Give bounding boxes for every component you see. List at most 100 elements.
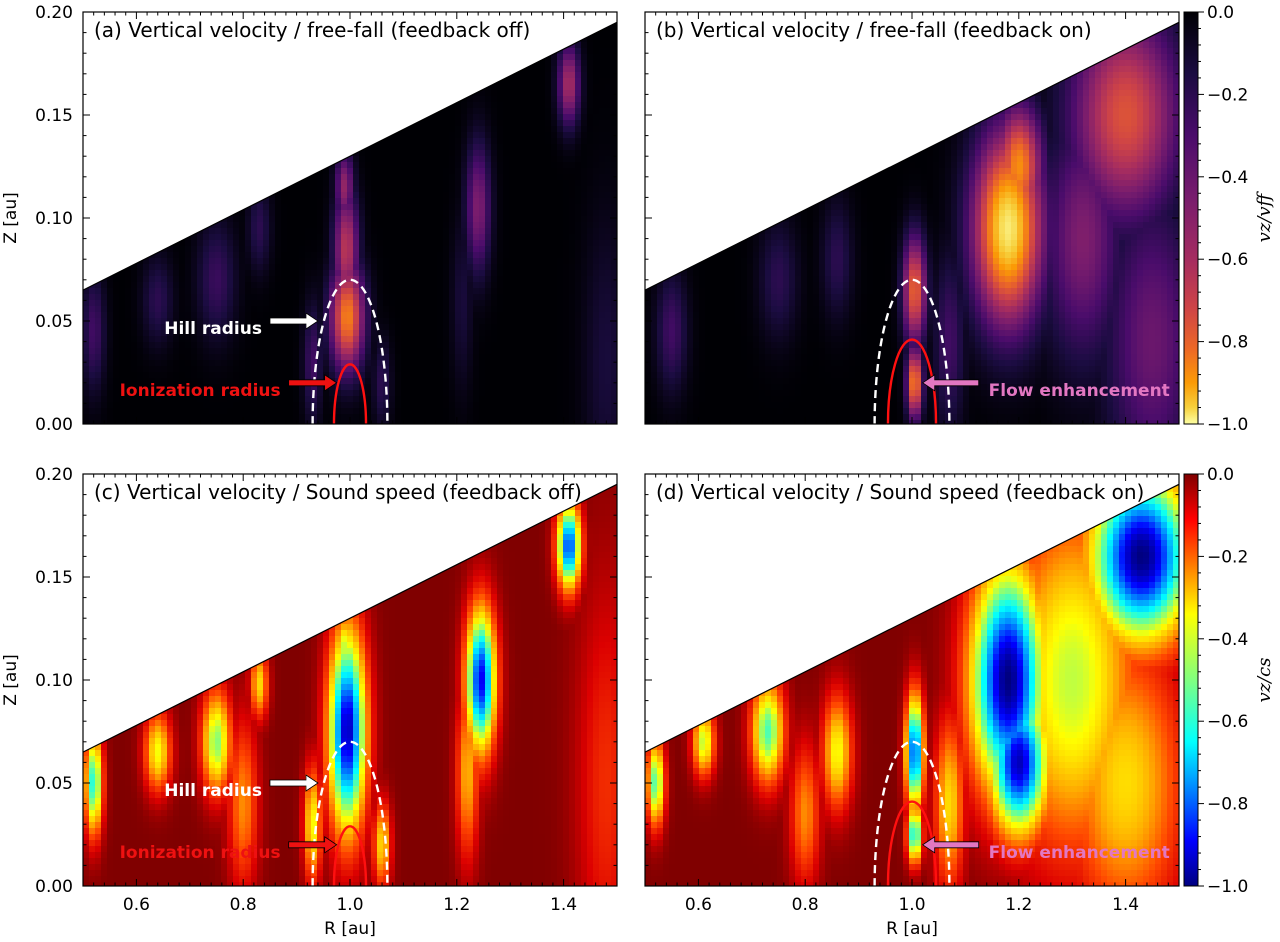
heatmap-cell	[245, 84, 252, 91]
heatmap-cell	[437, 300, 444, 307]
heatmap-cell	[509, 246, 516, 253]
heatmap-cell	[461, 330, 468, 337]
heatmap-cell	[197, 390, 204, 397]
heatmap-cell	[233, 90, 240, 97]
heatmap-cell	[311, 246, 318, 253]
heatmap-cell	[365, 84, 372, 91]
heatmap-cell	[311, 414, 318, 421]
heatmap-cell	[473, 204, 480, 211]
heatmap-cell	[365, 276, 372, 283]
heatmap-cell	[347, 42, 354, 49]
heatmap-cell	[473, 54, 480, 61]
heatmap-cell	[299, 402, 306, 409]
heatmap-cell	[239, 246, 246, 253]
heatmap-cell	[251, 390, 258, 397]
heatmap-cell	[293, 264, 300, 271]
heatmap-cell	[485, 120, 492, 127]
heatmap-cell	[329, 330, 336, 337]
heatmap-cell	[119, 60, 126, 67]
heatmap-cell	[95, 408, 102, 415]
heatmap-cell	[293, 342, 300, 349]
heatmap-cell	[383, 246, 390, 253]
heatmap-cell	[173, 228, 180, 235]
heatmap-cell	[143, 138, 150, 145]
heatmap-cell	[437, 258, 444, 265]
heatmap-cell	[179, 192, 186, 199]
heatmap-cell	[503, 42, 510, 49]
heatmap-cell	[371, 300, 378, 307]
heatmap-cell	[155, 402, 162, 409]
heatmap-cell	[293, 198, 300, 205]
heatmap-cell	[299, 78, 306, 85]
heatmap-cell	[425, 204, 432, 211]
heatmap-cell	[149, 276, 156, 283]
heatmap-cell	[425, 288, 432, 295]
heatmap-cell	[239, 330, 246, 337]
heatmap-cell	[137, 156, 144, 163]
heatmap-cell	[257, 360, 264, 367]
heatmap-cell	[155, 144, 162, 151]
heatmap-cell	[221, 90, 228, 97]
heatmap-cell	[311, 276, 318, 283]
heatmap-cell	[287, 396, 294, 403]
heatmap-cell	[461, 342, 468, 349]
heatmap-cell	[491, 126, 498, 133]
heatmap-cell	[191, 96, 198, 103]
heatmap-cell	[263, 378, 270, 385]
heatmap-cell	[155, 348, 162, 355]
heatmap-cell	[299, 96, 306, 103]
heatmap-cell	[431, 294, 438, 301]
heatmap-cell	[179, 186, 186, 193]
heatmap-cell	[377, 414, 384, 421]
heatmap-cell	[455, 306, 462, 313]
heatmap-cell	[329, 90, 336, 97]
heatmap-cell	[335, 210, 342, 217]
heatmap-cell	[149, 306, 156, 313]
heatmap-cell	[305, 96, 312, 103]
heatmap-cell	[167, 120, 174, 127]
heatmap-cell	[233, 162, 240, 169]
heatmap-cell	[371, 96, 378, 103]
heatmap-cell	[299, 114, 306, 121]
heatmap-cell	[203, 210, 210, 217]
heatmap-cell	[269, 204, 276, 211]
heatmap-cell	[425, 228, 432, 235]
heatmap-cell	[275, 72, 282, 79]
heatmap-cell	[101, 156, 108, 163]
heatmap-cell	[83, 306, 90, 313]
heatmap-cell	[455, 360, 462, 367]
heatmap-cell	[137, 114, 144, 121]
heatmap-cell	[437, 180, 444, 187]
heatmap-cell	[479, 270, 486, 277]
heatmap-cell	[173, 120, 180, 127]
heatmap-cell	[143, 390, 150, 397]
heatmap-cell	[179, 240, 186, 247]
heatmap-cell	[401, 150, 408, 157]
heatmap-cell	[467, 108, 474, 115]
heatmap-cell	[383, 48, 390, 55]
heatmap-cell	[221, 96, 228, 103]
heatmap-cell	[215, 192, 222, 199]
heatmap-cell	[149, 300, 156, 307]
heatmap-cell	[419, 324, 426, 331]
heatmap-cell	[203, 156, 210, 163]
heatmap-cell	[341, 210, 348, 217]
heatmap-cell	[311, 204, 318, 211]
heatmap-cell	[89, 288, 96, 295]
heatmap-cell	[239, 276, 246, 283]
heatmap-cell	[359, 294, 366, 301]
heatmap-cell	[485, 258, 492, 265]
heatmap-cell	[479, 378, 486, 385]
heatmap-cell	[89, 234, 96, 241]
heatmap-cell	[407, 48, 414, 55]
heatmap-cell	[389, 264, 396, 271]
heatmap-cell	[323, 288, 330, 295]
heatmap-cell	[269, 144, 276, 151]
heatmap-cell	[461, 138, 468, 145]
heatmap-cell	[125, 108, 132, 115]
heatmap-cell	[335, 66, 342, 73]
heatmap-cell	[509, 156, 516, 163]
heatmap-cell	[491, 108, 498, 115]
heatmap-cell	[227, 198, 234, 205]
heatmap-cell	[485, 420, 492, 425]
